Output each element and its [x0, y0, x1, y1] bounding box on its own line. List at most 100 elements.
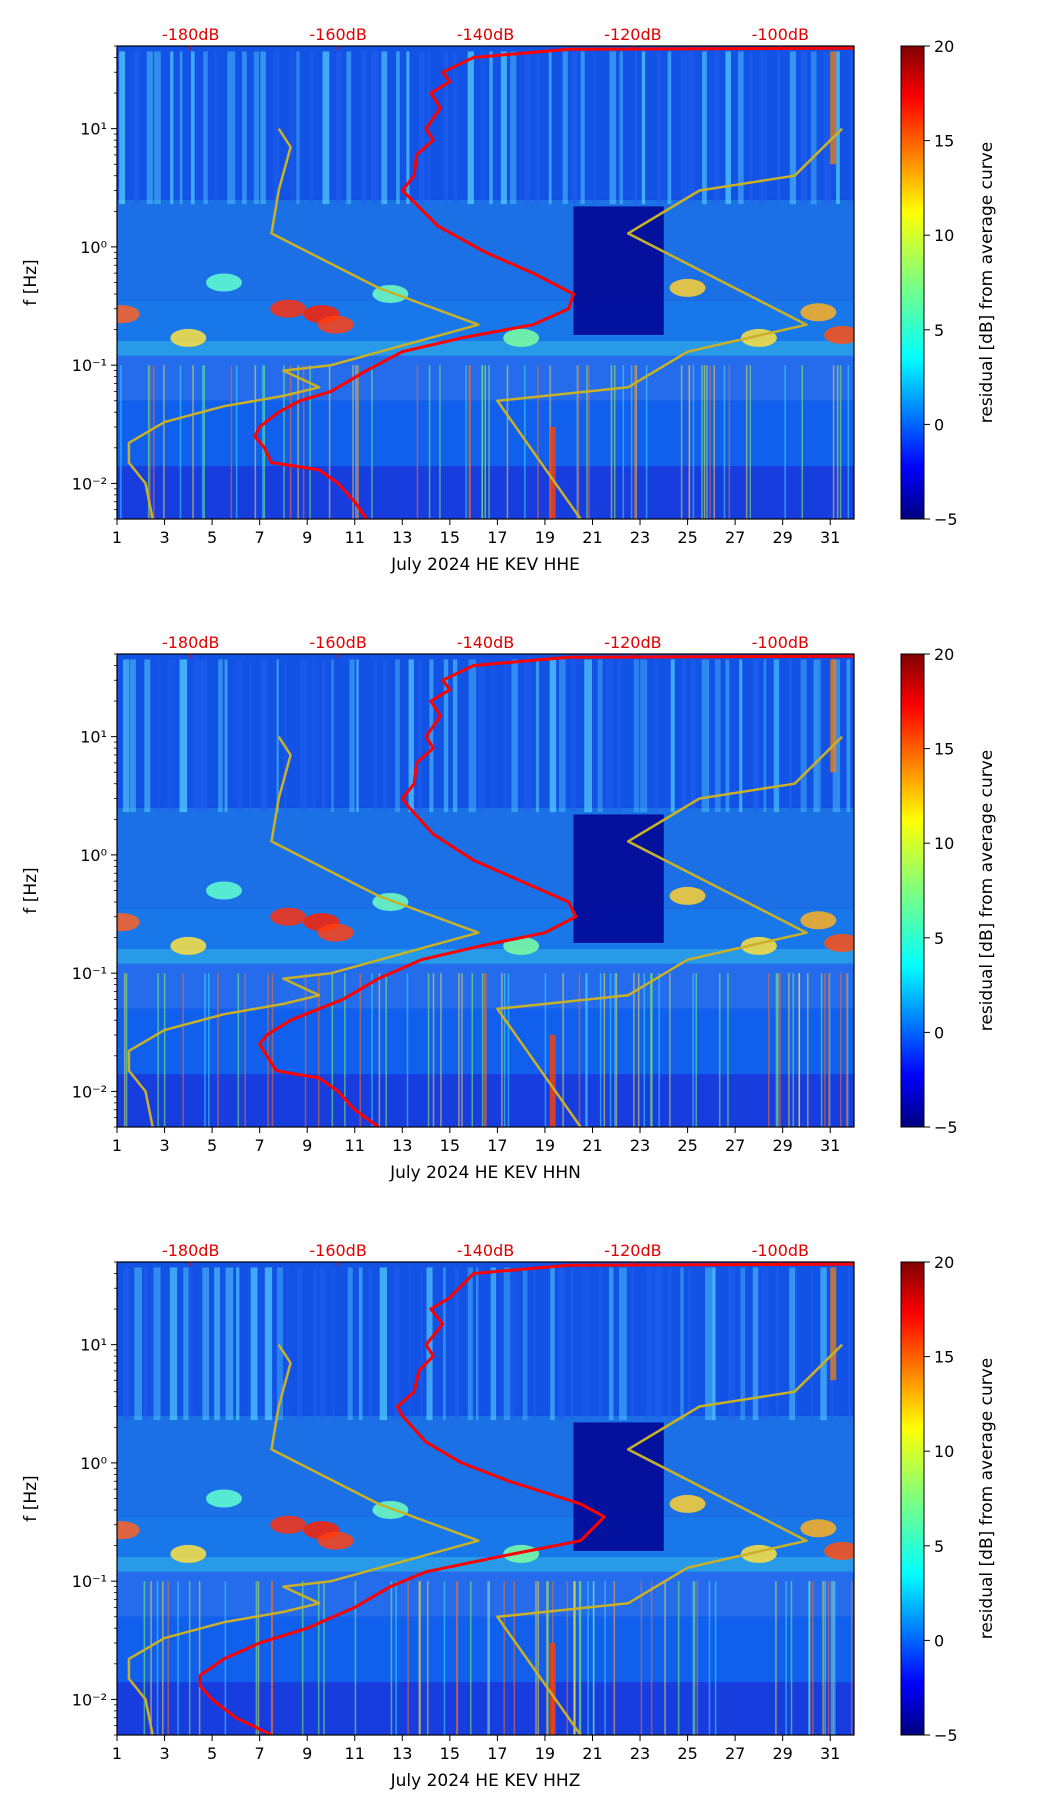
colorbar-tick-label: 5 [934, 321, 944, 340]
spike [355, 365, 357, 519]
day-stripe [633, 659, 640, 813]
day-stripe [687, 1267, 691, 1421]
day-stripe [491, 659, 495, 813]
day-stripe [214, 51, 218, 205]
spike [163, 973, 166, 1127]
day-stripe [609, 51, 617, 205]
quiet-window [573, 206, 664, 335]
day-stripe [368, 1267, 373, 1421]
day-stripe [777, 51, 781, 205]
day-stripe [202, 1267, 210, 1421]
spike [808, 1581, 811, 1735]
colorbar-tick-label: 20 [934, 1253, 954, 1272]
spike [728, 365, 731, 519]
day-stripe [420, 1267, 423, 1421]
spike [470, 1581, 472, 1735]
x-tick-label: 21 [582, 528, 602, 547]
spike [688, 365, 691, 519]
spike [503, 973, 506, 1127]
day-stripe [549, 659, 557, 813]
microseism-blob [824, 1541, 854, 1560]
spike [610, 365, 613, 519]
day-stripe [427, 51, 431, 205]
day-stripe [396, 51, 400, 205]
day-stripe [309, 51, 313, 205]
day-stripe [408, 659, 414, 813]
day-stripe [331, 659, 334, 813]
day-stripe [690, 659, 696, 813]
y-tick-label: 10⁻² [72, 1082, 107, 1101]
day-stripe [681, 659, 687, 813]
spike [487, 1581, 489, 1735]
spike [784, 365, 786, 519]
spike [637, 973, 640, 1127]
spike [157, 973, 159, 1127]
colorbar-tick-label: −5 [934, 510, 958, 529]
spike [677, 1581, 680, 1735]
day-stripe [800, 659, 807, 813]
spike [546, 1581, 548, 1735]
day-stripe [276, 1267, 284, 1421]
day-stripe [134, 1267, 142, 1421]
day-stripe [619, 1267, 627, 1421]
colorbar-tick-label: 20 [934, 645, 954, 664]
day-stripe [214, 1267, 221, 1421]
microseism-blob [270, 907, 307, 926]
spike [535, 1581, 537, 1735]
day-stripe [332, 1267, 335, 1421]
y-tick-label: 10⁻² [72, 474, 107, 493]
day-stripe [218, 659, 223, 813]
spike [198, 1581, 201, 1735]
spike [156, 1581, 159, 1735]
spike [488, 365, 490, 519]
noise-model-curve [127, 1344, 480, 1735]
day-stripe [227, 51, 236, 205]
day-stripe [169, 1267, 178, 1421]
day-stripe [200, 659, 207, 813]
spike [201, 365, 204, 519]
x-tick-label: 19 [535, 1744, 555, 1763]
spectrogram-area-2 [117, 1262, 854, 1735]
day-stripe [832, 659, 841, 813]
day-stripe [749, 51, 753, 205]
db-scale-label: -180dB [162, 633, 219, 652]
spike [378, 973, 381, 1127]
x-tick-label: 11 [345, 1744, 365, 1763]
day-stripe [654, 659, 659, 813]
day-stripe [795, 1267, 798, 1421]
spike [244, 973, 246, 1127]
spike [846, 973, 849, 1127]
day-stripe [250, 1267, 258, 1421]
day-stripe [846, 659, 851, 813]
microseism-blob [669, 1494, 706, 1513]
db-scale-label: -140dB [457, 25, 514, 44]
day-stripe [290, 51, 295, 205]
spike [790, 1581, 793, 1735]
day-stripe [548, 51, 552, 205]
noise-curve [258, 654, 854, 1127]
spike [820, 973, 823, 1127]
column-anomaly [830, 659, 837, 773]
x-tick-label: 25 [677, 528, 697, 547]
x-tick-label: 7 [255, 528, 265, 547]
y-tick-label: 10⁰ [80, 1454, 107, 1473]
db-scale-label: -120dB [604, 25, 661, 44]
band-4 [117, 1516, 854, 1558]
day-stripe [276, 659, 279, 813]
x-tick-label: 25 [677, 1136, 697, 1155]
db-scale-label: -100dB [752, 25, 809, 44]
spike [714, 1581, 717, 1735]
colorbar-tick-label: 20 [934, 37, 954, 56]
noise-model-curve [496, 127, 843, 519]
x-tick-label: 3 [159, 1136, 169, 1155]
colorbar-tick-label: 5 [934, 1537, 944, 1556]
day-stripe [170, 51, 174, 205]
spike [709, 365, 711, 519]
day-stripe [153, 1267, 161, 1421]
x-tick-label: 17 [487, 1136, 507, 1155]
x-tick-label: 15 [440, 528, 460, 547]
y-tick-label: 10⁻¹ [72, 356, 107, 375]
day-stripe [225, 1267, 234, 1421]
spike [485, 973, 487, 1127]
spike [283, 365, 285, 519]
